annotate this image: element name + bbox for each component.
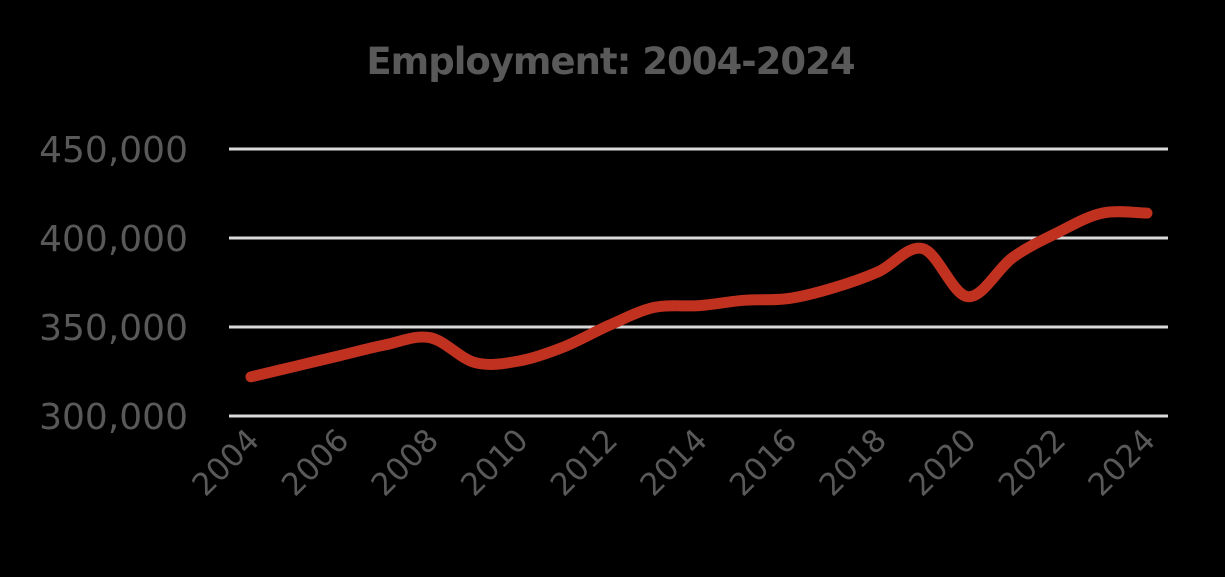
x-tick-label: 2024 (1081, 422, 1162, 503)
y-tick-label: 400,000 (39, 219, 188, 260)
gridlines (229, 147, 1168, 418)
x-tick-label: 2012 (544, 422, 625, 503)
x-tick-label: 2014 (633, 422, 714, 503)
x-tick-label: 2006 (275, 422, 356, 503)
chart-title-text: Employment: 2004-2024 (366, 40, 855, 83)
x-tick-label: 2010 (454, 422, 535, 503)
chart-title: Employment: 2004-2024 (0, 40, 1225, 83)
employment-line (245, 206, 1153, 383)
x-tick-label: 2022 (992, 422, 1073, 503)
x-tick-label: 2016 (723, 422, 804, 503)
x-tick-label: 2018 (813, 422, 894, 503)
y-tick-label: 450,000 (39, 130, 188, 171)
y-tick-label: 350,000 (39, 308, 188, 349)
x-axis-labels: 2004 2006 2008 2010 2012 2014 2016 2018 2020 2022… (185, 422, 1162, 503)
x-tick-label: 2008 (365, 422, 446, 503)
y-tick-label: 300,000 (39, 397, 188, 438)
x-tick-label: 2020 (902, 422, 983, 503)
x-tick-label: 2004 (185, 422, 266, 503)
y-axis-labels: 300,000 350,000 400,000 450,000 (39, 130, 188, 438)
